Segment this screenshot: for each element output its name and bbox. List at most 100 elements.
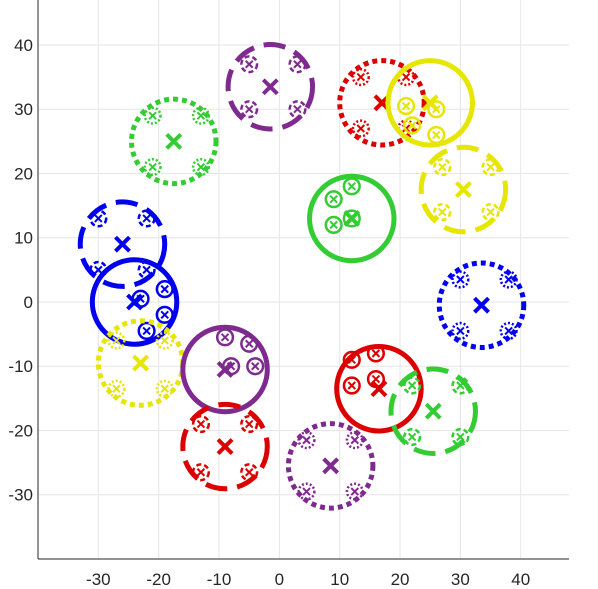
cluster [180, 401, 270, 492]
sub-center-mark [456, 275, 465, 284]
sub-circle [240, 463, 259, 482]
sub-center-mark [112, 336, 121, 345]
sub-center-mark [94, 265, 103, 275]
cluster [95, 318, 186, 408]
sub-circle [451, 427, 470, 447]
sub-center-mark [293, 105, 302, 114]
sub-circle [143, 157, 162, 177]
cluster [388, 366, 478, 456]
sub-center-mark [347, 214, 356, 223]
x-tick-label: 30 [451, 570, 470, 589]
sub-center-mark [438, 162, 447, 172]
y-tick-label: 30 [14, 100, 33, 119]
sub-circle [351, 119, 370, 138]
sub-circle [342, 350, 361, 369]
cluster-center-mark [454, 181, 472, 198]
sub-center-mark [401, 101, 411, 111]
sub-center-mark [244, 468, 254, 477]
sub-circle [155, 280, 174, 299]
x-tick-label: 10 [330, 570, 349, 589]
sub-circle [155, 305, 174, 324]
sub-circle [451, 270, 470, 289]
sub-circle [403, 116, 422, 135]
cluster-circle [89, 257, 180, 347]
cluster-circle [285, 421, 376, 511]
cluster-center-mark [165, 132, 183, 150]
sub-center-mark [142, 265, 151, 275]
cluster-circle [77, 199, 168, 289]
sub-center-mark [160, 384, 169, 393]
sub-circle [427, 100, 446, 119]
cluster-center-mark [424, 402, 442, 420]
cluster [385, 58, 475, 148]
sub-circle [297, 431, 316, 450]
sub-circle [155, 331, 174, 350]
axes [37, 0, 569, 560]
sub-circle [191, 463, 211, 482]
cluster-circle [385, 58, 475, 148]
sub-circle [215, 328, 235, 347]
cluster-circle [337, 58, 427, 148]
sub-circle [143, 106, 162, 125]
y-tick-labels: -30 -20 -10 0 10 20 30 40 [8, 36, 33, 505]
sub-center-mark [347, 381, 356, 390]
cluster [89, 257, 180, 347]
sub-circle [155, 379, 174, 398]
sub-circle [137, 209, 156, 228]
sub-center-mark [293, 60, 302, 69]
cluster [307, 173, 397, 264]
sub-circle [240, 100, 259, 119]
sub-center-mark [302, 487, 311, 496]
sub-circle [240, 414, 259, 434]
cluster [225, 42, 316, 132]
cluster [436, 260, 527, 350]
sub-center-mark [226, 362, 236, 371]
cluster-circle [180, 324, 270, 415]
x-tick-label: 0 [275, 570, 284, 589]
y-tick-label: -30 [8, 486, 33, 505]
cluster-circle [436, 260, 527, 350]
sub-center-mark [196, 162, 206, 172]
sub-circle [191, 414, 211, 434]
sub-circle [396, 96, 416, 116]
sub-circle [342, 376, 361, 395]
x-tick-label: -30 [86, 570, 111, 589]
sub-center-mark [438, 207, 447, 217]
cluster [180, 324, 270, 415]
plot-area [77, 42, 527, 511]
sub-circle [297, 482, 316, 501]
sub-circle [366, 344, 386, 363]
sub-center-mark [407, 432, 417, 442]
sub-center-mark [329, 220, 338, 230]
sub-circle [131, 289, 150, 308]
sub-circle [499, 270, 518, 289]
sub-circle [345, 431, 364, 450]
sub-center-mark [142, 326, 151, 336]
sub-center-mark [407, 121, 417, 130]
sub-circle [288, 100, 307, 119]
sub-circle [342, 177, 361, 196]
sub-circle [433, 202, 452, 222]
sub-center-mark [196, 419, 206, 429]
sub-center-mark [350, 487, 359, 496]
sub-center-mark [160, 284, 169, 294]
sub-circle [427, 125, 446, 145]
cluster [334, 343, 424, 434]
sub-center-mark [504, 275, 513, 284]
cluster-center-mark [370, 380, 388, 398]
cluster-circle [418, 144, 509, 235]
sub-center-mark [136, 294, 145, 303]
sub-circle [246, 357, 265, 376]
cluster-center-mark [261, 78, 279, 96]
sub-center-mark [196, 111, 206, 120]
sub-center-mark [486, 207, 495, 217]
x-tick-label: 40 [511, 570, 530, 589]
y-tick-label: 0 [24, 293, 33, 312]
sub-center-mark [401, 72, 411, 82]
y-tick-label: 40 [14, 36, 33, 55]
y-tick-label: 10 [14, 229, 33, 248]
sub-center-mark [329, 194, 338, 204]
sub-center-mark [160, 336, 169, 345]
sub-circle [324, 215, 343, 234]
